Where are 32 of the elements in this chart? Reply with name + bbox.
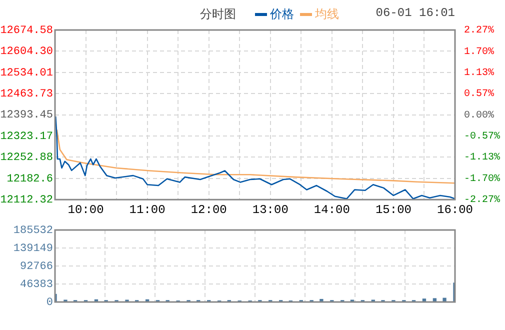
x-tick-label: 13:00 <box>252 202 288 217</box>
chart-title: 分时图 <box>200 7 236 23</box>
x-tick-label: 15:00 <box>375 202 412 217</box>
y-tick-label: 12182.6 <box>6 173 53 186</box>
y-tick-label: 12604.30 <box>0 46 53 58</box>
y-tick-label: 12674.58 <box>0 24 53 37</box>
text: 06-01 16:01 <box>376 6 455 20</box>
y-tick-label: 12323.17 <box>0 130 53 143</box>
y2-tick-label: 1.70% <box>464 46 494 58</box>
x-tick-label: 10:00 <box>68 202 104 217</box>
legend-label: 价格 <box>269 7 294 23</box>
y-tick-label: 12112.32 <box>0 194 53 207</box>
y-tick-label: 12393.45 <box>0 110 53 122</box>
y2-tick-label: -0.57% <box>464 132 500 143</box>
y2-tick-label: 0.00% <box>464 110 494 122</box>
x-tick-label: 12:00 <box>190 202 227 217</box>
y-tick-label: 12252.88 <box>0 152 53 164</box>
y2-tick-label: 2.27% <box>464 26 494 37</box>
y2-tick-label: 0.57% <box>464 89 494 100</box>
y2-tick-label: 1.13% <box>464 68 494 80</box>
y-tick-label: 12534.01 <box>0 67 54 80</box>
y2-tick-label: -1.70% <box>464 174 500 185</box>
x-tick-label: 11:00 <box>129 202 166 217</box>
y-tick-label: 139149 <box>13 242 53 255</box>
y2-tick-label: -1.13% <box>464 152 500 164</box>
y-tick-label: 92766 <box>20 260 53 273</box>
y-tick-label: 46383 <box>20 278 53 291</box>
y-tick-label: 12463.73 <box>0 88 53 101</box>
x-tick-label: 14:00 <box>314 202 350 217</box>
y-tick-label: 185532 <box>13 224 53 237</box>
y-tick-label: 0 <box>46 296 53 309</box>
legend-label: 均线 <box>314 7 339 23</box>
